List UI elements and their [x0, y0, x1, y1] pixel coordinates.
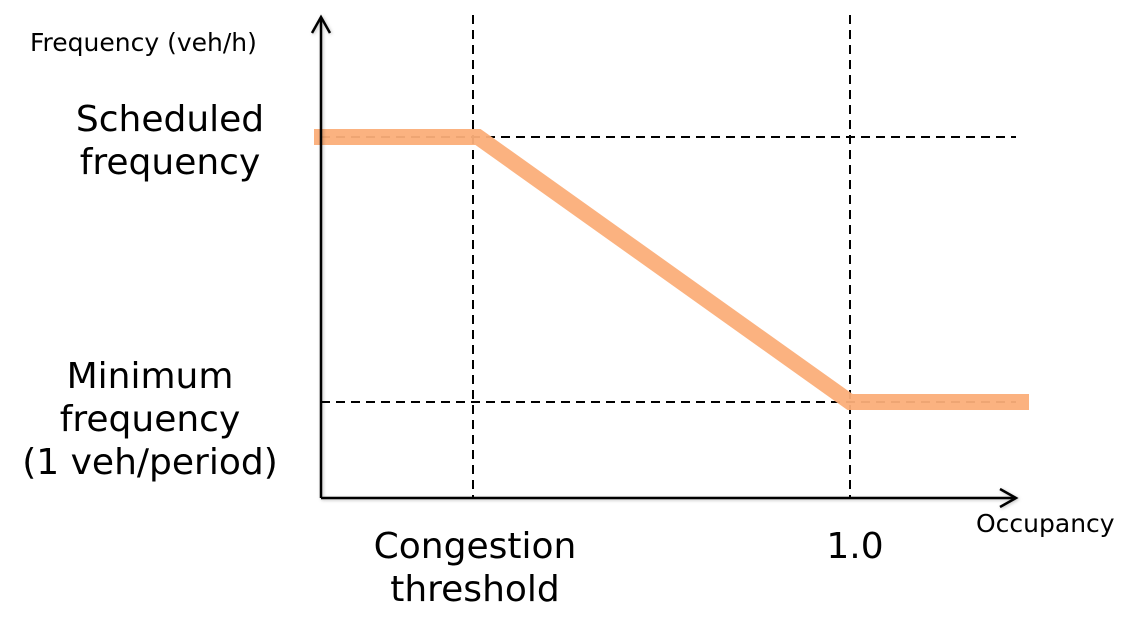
frequency-curve — [314, 129, 1029, 410]
x-tick-congestion-threshold: Congestion threshold — [340, 525, 610, 611]
y-axis-label: Frequency (veh/h) — [30, 28, 257, 57]
y-tick-line: Minimum — [66, 356, 234, 397]
y-tick-line: Scheduled — [75, 99, 265, 140]
y-tick-line: frequency — [59, 399, 241, 441]
y-tick-scheduled-frequency: Scheduled frequency — [40, 98, 300, 184]
y-axis-arrow-icon — [310, 14, 332, 34]
y-tick-line: (1 veh/period) — [22, 442, 278, 484]
x-tick-one: 1.0 — [826, 526, 884, 567]
y-tick-line: frequency — [79, 142, 261, 184]
x-tick-line: Congestion — [373, 526, 577, 567]
y-tick-minimum-frequency: Minimum frequency (1 veh/period) — [0, 355, 300, 485]
x-tick-line: threshold — [390, 569, 560, 611]
x-axis-label: Occupancy — [976, 509, 1115, 538]
x-axis-arrow-icon — [999, 487, 1019, 509]
